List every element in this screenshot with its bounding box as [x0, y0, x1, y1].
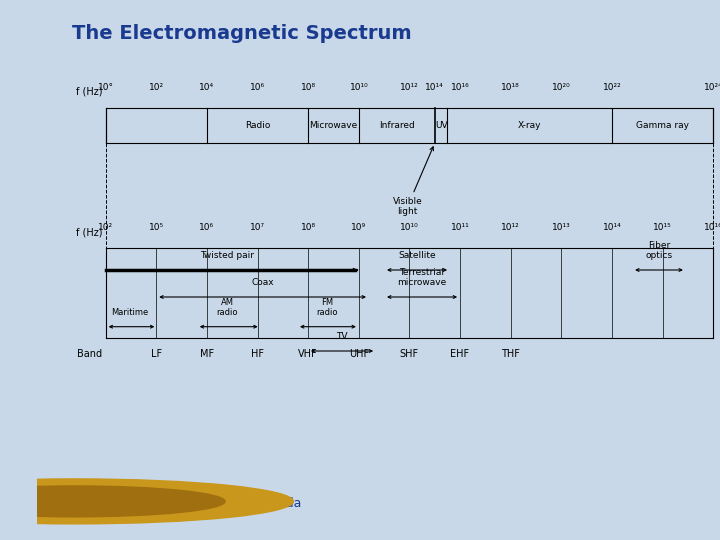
Text: The Electromagnetic Spectrum: The Electromagnetic Spectrum: [71, 24, 411, 43]
Text: 10¹⁰: 10¹⁰: [400, 223, 419, 232]
Circle shape: [0, 486, 225, 517]
Text: SHF: SHF: [400, 349, 419, 359]
Text: Radio: Radio: [245, 121, 270, 130]
Text: 10¹¹: 10¹¹: [451, 223, 469, 232]
Text: f (Hz): f (Hz): [76, 87, 102, 97]
Text: Terrestrial
microwave: Terrestrial microwave: [397, 268, 446, 287]
Text: Band: Band: [77, 349, 102, 359]
Text: 10⁹: 10⁹: [351, 223, 366, 232]
Text: 10⁴: 10⁴: [199, 83, 215, 92]
Text: 10⁷: 10⁷: [250, 223, 265, 232]
Text: Infrared: Infrared: [379, 121, 415, 130]
Text: Twisted pair: Twisted pair: [200, 251, 254, 260]
Text: THF: THF: [501, 349, 520, 359]
Text: UV: UV: [435, 121, 447, 130]
Text: Maritime: Maritime: [112, 308, 148, 317]
Text: X-ray: X-ray: [518, 121, 541, 130]
Text: University of Central Florida: University of Central Florida: [126, 497, 302, 510]
Circle shape: [0, 479, 294, 524]
Text: 10²²: 10²²: [603, 83, 621, 92]
Text: HF: HF: [251, 349, 264, 359]
Text: f (Hz): f (Hz): [76, 227, 102, 237]
Text: 10⁶: 10⁶: [199, 223, 215, 232]
Text: 10²⁰: 10²⁰: [552, 83, 571, 92]
Text: 10⁵: 10⁵: [149, 223, 164, 232]
Text: 10¹⁴: 10¹⁴: [603, 223, 621, 232]
Text: LF: LF: [150, 349, 162, 359]
Text: 10¹⁰: 10¹⁰: [349, 83, 368, 92]
Text: MF: MF: [200, 349, 214, 359]
Text: FM
radio: FM radio: [317, 298, 338, 317]
Text: EHF: EHF: [451, 349, 469, 359]
Text: 10¹⁴: 10¹⁴: [426, 83, 444, 92]
Text: 10⁶: 10⁶: [250, 83, 265, 92]
Text: Visible
light: Visible light: [392, 147, 433, 217]
Text: 10¹³: 10¹³: [552, 223, 571, 232]
Text: TV: TV: [336, 332, 348, 341]
Text: 10⁸: 10⁸: [301, 83, 316, 92]
Text: 10¹²: 10¹²: [501, 223, 520, 232]
Text: 10⁸: 10⁸: [301, 223, 316, 232]
Text: 10¹⁵: 10¹⁵: [653, 223, 672, 232]
Text: 10²: 10²: [149, 83, 164, 92]
Text: 10¹²: 10¹²: [400, 83, 419, 92]
Text: 10¹⁶: 10¹⁶: [703, 223, 720, 232]
Text: Microwave: Microwave: [310, 121, 358, 130]
Text: 10°: 10°: [98, 83, 114, 92]
Text: 10²⁴: 10²⁴: [703, 83, 720, 92]
Text: 10¹⁶: 10¹⁶: [451, 83, 469, 92]
Text: Satellite: Satellite: [398, 251, 436, 260]
Text: 10²: 10²: [98, 223, 113, 232]
Text: UHF: UHF: [348, 349, 369, 359]
Text: AM
radio: AM radio: [217, 298, 238, 317]
Text: VHF: VHF: [298, 349, 318, 359]
Text: Coax: Coax: [251, 278, 274, 287]
Text: Fiber
optics: Fiber optics: [645, 241, 672, 260]
Text: 10¹⁸: 10¹⁸: [501, 83, 520, 92]
Text: Gamma ray: Gamma ray: [636, 121, 689, 130]
